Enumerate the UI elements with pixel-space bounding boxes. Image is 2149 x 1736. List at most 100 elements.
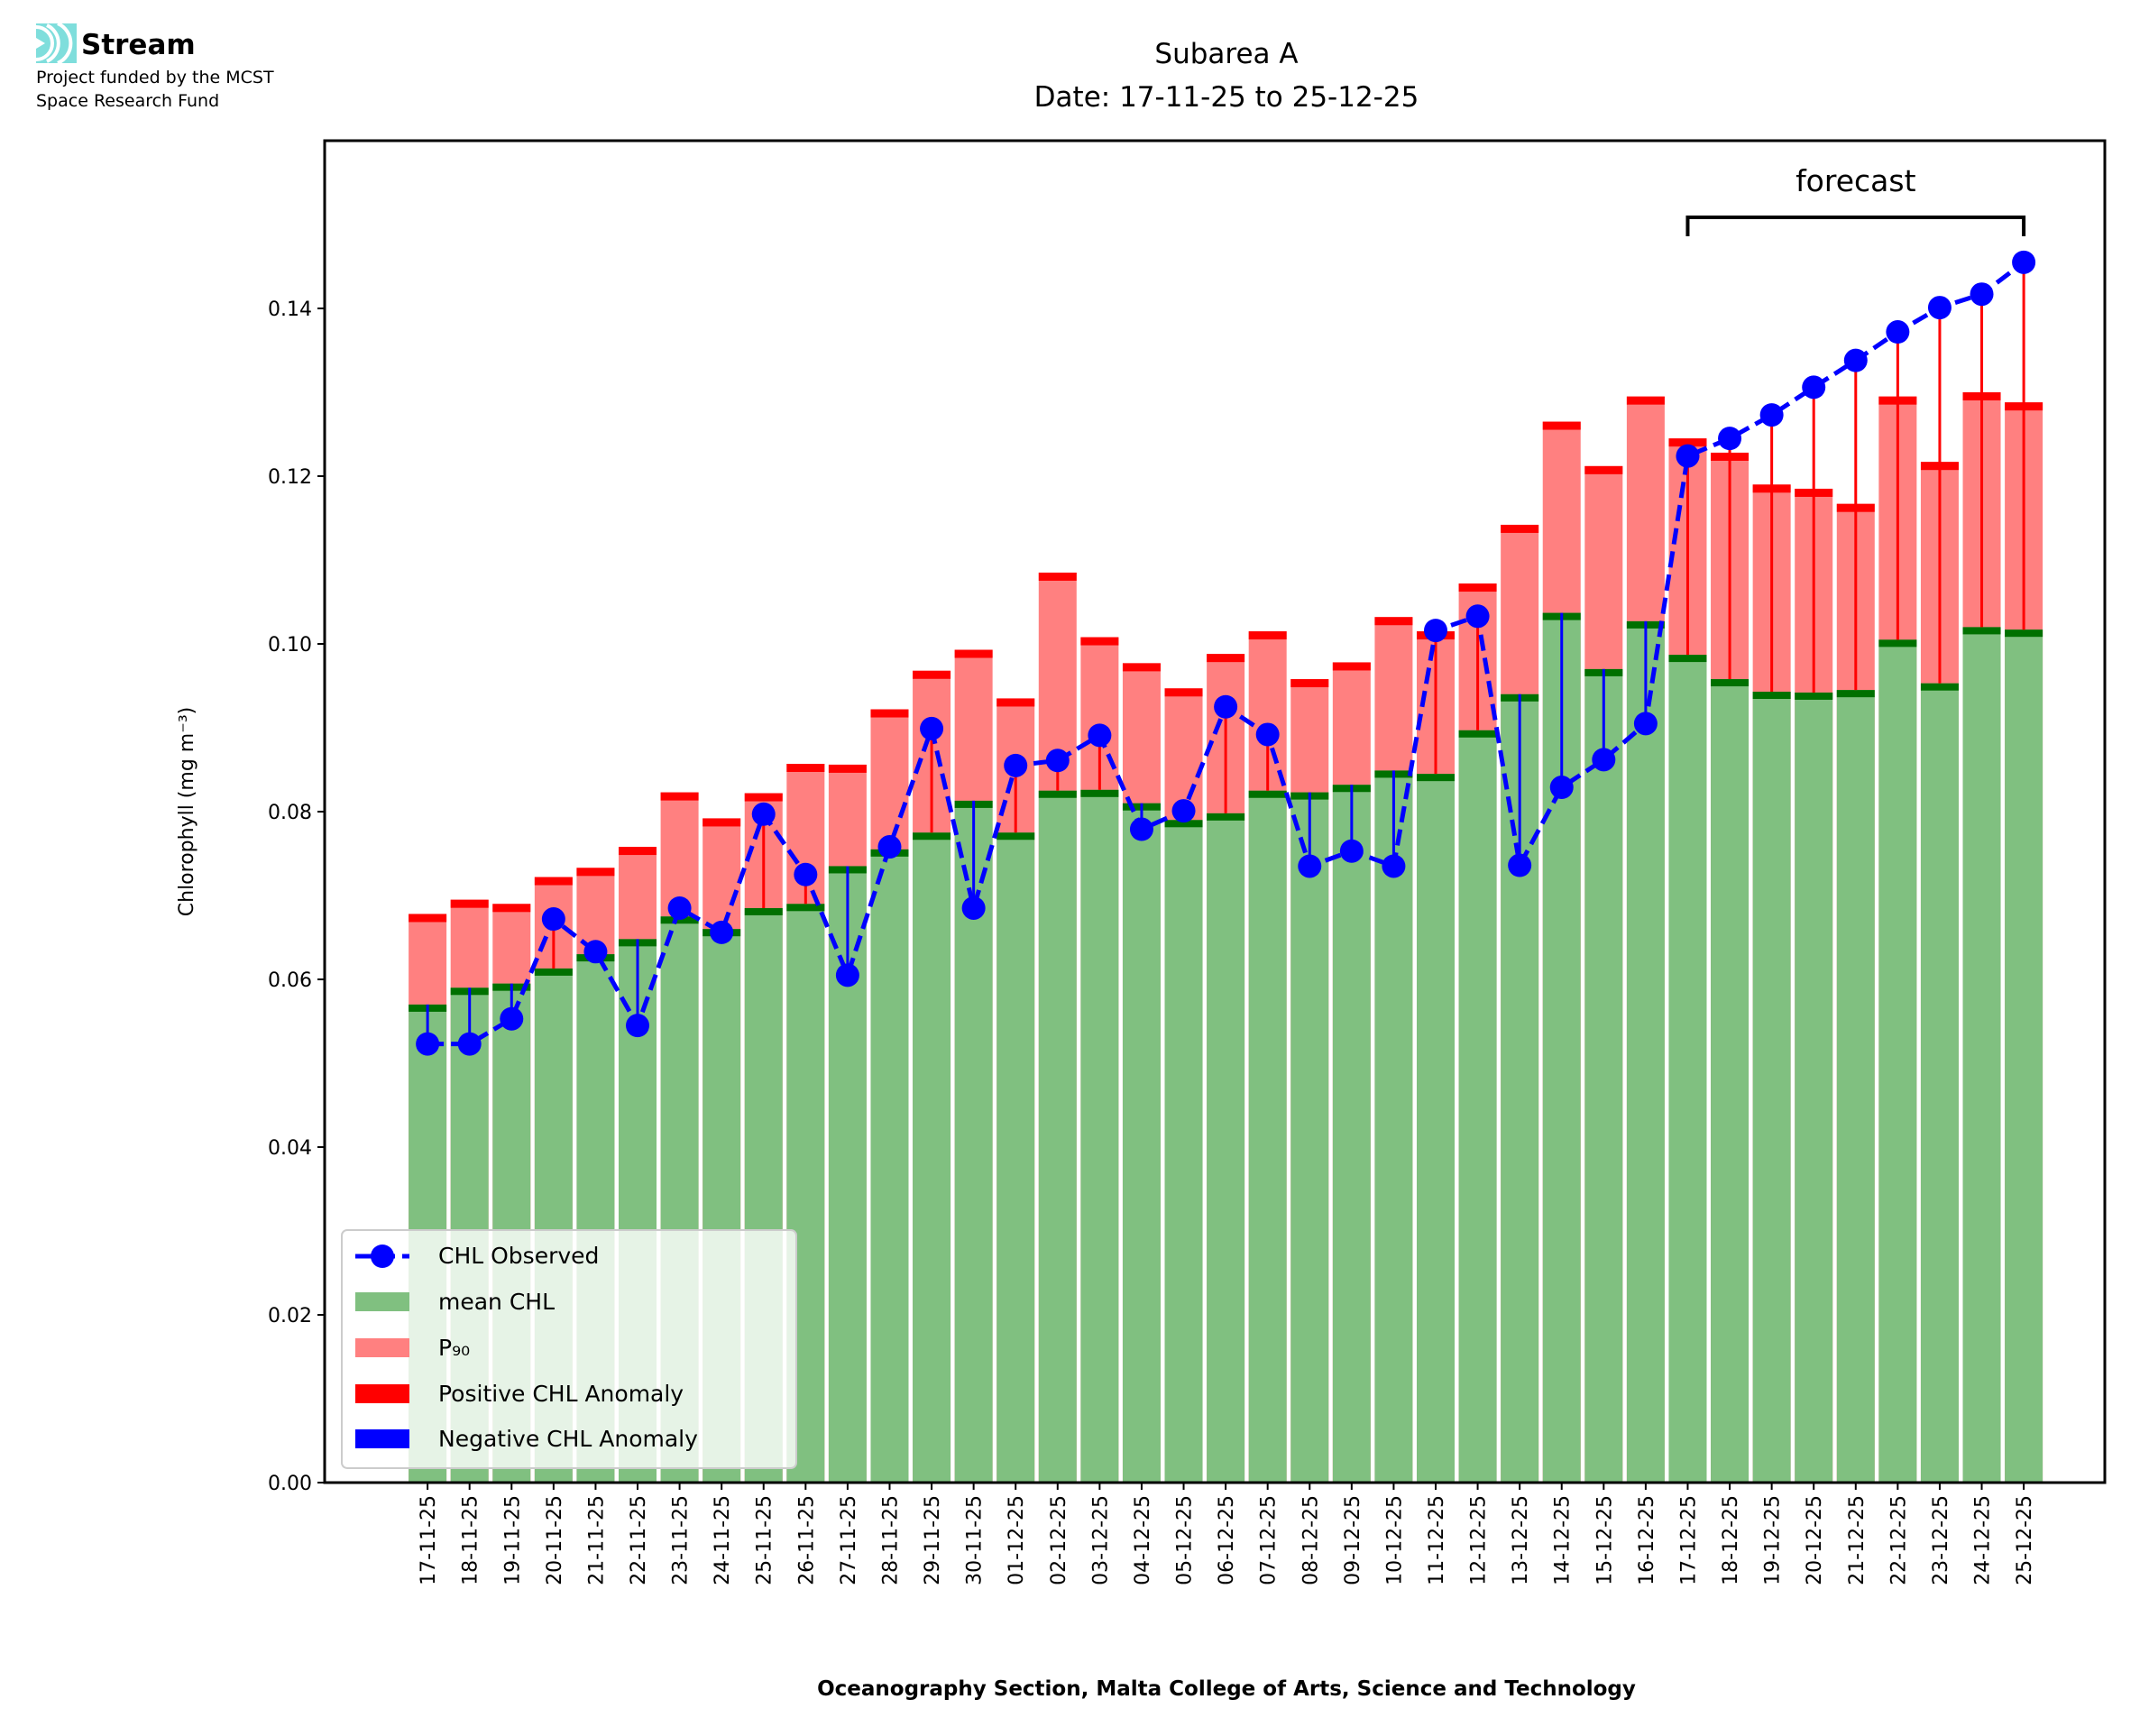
p90-cap (576, 868, 615, 877)
p90-cap (619, 847, 657, 856)
observed-point (1886, 320, 1910, 344)
legend-p90: P₉₀ (355, 1335, 470, 1361)
p90-cap (409, 914, 447, 923)
x-tick-label: 20-12-25 (1804, 1495, 1826, 1585)
logo-line2: Space Research Fund (36, 91, 219, 111)
forecast-label: forecast (1795, 163, 1916, 198)
p90-cap (1626, 396, 1665, 405)
x-tick-label: 17-12-25 (1677, 1495, 1700, 1585)
x-tick-label: 01-12-25 (1006, 1495, 1028, 1585)
observed-point (1633, 712, 1658, 736)
legend-label: Positive CHL Anomaly (438, 1381, 684, 1407)
x-tick-label: 11-12-25 (1426, 1495, 1448, 1585)
mean-cap (1458, 730, 1497, 738)
mean-cap (1711, 679, 1750, 687)
legend-observed-marker (371, 1245, 394, 1268)
observed-point (751, 802, 776, 826)
x-tick-label: 19-11-25 (501, 1495, 524, 1585)
observed-point (877, 835, 902, 859)
p90-cap (1122, 663, 1161, 672)
observed-point (835, 963, 859, 987)
x-tick-label: 22-12-25 (1887, 1495, 1910, 1585)
mean-bar (1626, 620, 1665, 1483)
mean-bar (1374, 770, 1413, 1483)
p90-cap (1501, 524, 1539, 533)
y-tick-label: 0.12 (268, 466, 312, 489)
mean-bar (870, 849, 909, 1483)
chart-subtitle: Date: 17-11-25 to 25-12-25 (1034, 81, 1419, 114)
mean-bar (1668, 655, 1707, 1483)
x-tick-label: 08-12-25 (1300, 1495, 1322, 1585)
mean-bar (1920, 683, 1959, 1483)
x-tick-label: 13-12-25 (1510, 1495, 1532, 1585)
mean-cap (786, 904, 825, 912)
observed-point (1088, 723, 1112, 748)
y-tick-label: 0.04 (268, 1137, 312, 1160)
x-tick-label: 17-11-25 (418, 1495, 440, 1585)
mean-cap (1080, 789, 1119, 797)
mean-bar (1878, 639, 1917, 1483)
x-tick-label: 23-11-25 (670, 1495, 693, 1585)
p90-cap (1374, 617, 1413, 626)
x-tick-label: 24-11-25 (712, 1495, 734, 1585)
mean-bar (1164, 820, 1203, 1483)
x-tick-label: 07-12-25 (1258, 1495, 1281, 1585)
observed-point (1802, 375, 1826, 400)
mean-cap (660, 916, 699, 924)
mean-cap (1248, 790, 1287, 798)
p90-cap (744, 793, 783, 802)
x-tick-label: 25-11-25 (754, 1495, 776, 1585)
p90-cap (1080, 637, 1119, 646)
x-tick-label: 12-12-25 (1468, 1495, 1491, 1585)
p90-cap (492, 904, 531, 913)
x-tick-label: 29-11-25 (922, 1495, 944, 1585)
mean-bar (1795, 692, 1833, 1483)
observed-point (920, 716, 944, 740)
y-tick-label: 0.00 (268, 1473, 312, 1495)
mean-cap (1752, 692, 1791, 700)
x-tick-label: 16-12-25 (1636, 1495, 1658, 1585)
mean-bar (1248, 790, 1287, 1483)
observed-point (1045, 749, 1070, 773)
observed-point (1465, 604, 1490, 629)
legend: CHL Observed mean CHL P₉₀ Positive CHL A… (341, 1229, 797, 1469)
mean-cap (1878, 639, 1917, 648)
observed-point (1718, 427, 1742, 451)
x-tick-label: 04-12-25 (1132, 1495, 1154, 1585)
legend-label: CHL Observed (438, 1243, 599, 1269)
p90-cap (1332, 662, 1371, 671)
legend-label: Negative CHL Anomaly (438, 1426, 698, 1452)
x-tick-label: 18-11-25 (460, 1495, 482, 1585)
x-tick-label: 26-11-25 (795, 1495, 818, 1585)
mean-cap (1207, 813, 1245, 821)
observed-point (500, 1006, 524, 1031)
mean-cap (1417, 774, 1456, 782)
p90-cap (450, 899, 489, 908)
x-tick-label: 18-12-25 (1720, 1495, 1742, 1585)
forecast-annotation: forecast (1685, 163, 2026, 236)
x-tick-label: 03-12-25 (1089, 1495, 1112, 1585)
p90-cap (1668, 438, 1707, 447)
p90-cap (534, 877, 573, 886)
observed-point (961, 896, 986, 920)
y-tick-label: 0.14 (268, 299, 312, 321)
observed-point (583, 940, 608, 964)
observed-point (541, 907, 565, 932)
x-tick-label: 24-12-25 (1972, 1495, 1995, 1585)
logo: Stream Project funded by the MCST Space … (35, 22, 274, 111)
p90-cap (996, 698, 1035, 707)
x-tick-label: 14-12-25 (1552, 1495, 1575, 1585)
x-tick-label: 30-11-25 (964, 1495, 987, 1585)
mean-bar (1080, 789, 1119, 1483)
stream-logo-icon (35, 22, 77, 65)
p90-cap (1207, 654, 1245, 663)
p90-cap (703, 818, 741, 827)
mean-cap (1038, 790, 1077, 798)
observed-point (416, 1032, 440, 1056)
observed-point (1927, 296, 1952, 320)
mean-bar (1122, 803, 1161, 1483)
mean-bar (1836, 690, 1875, 1483)
p90-cap (828, 764, 867, 773)
x-tick-label: 05-12-25 (1174, 1495, 1197, 1585)
x-tick-label: 02-12-25 (1048, 1495, 1070, 1585)
